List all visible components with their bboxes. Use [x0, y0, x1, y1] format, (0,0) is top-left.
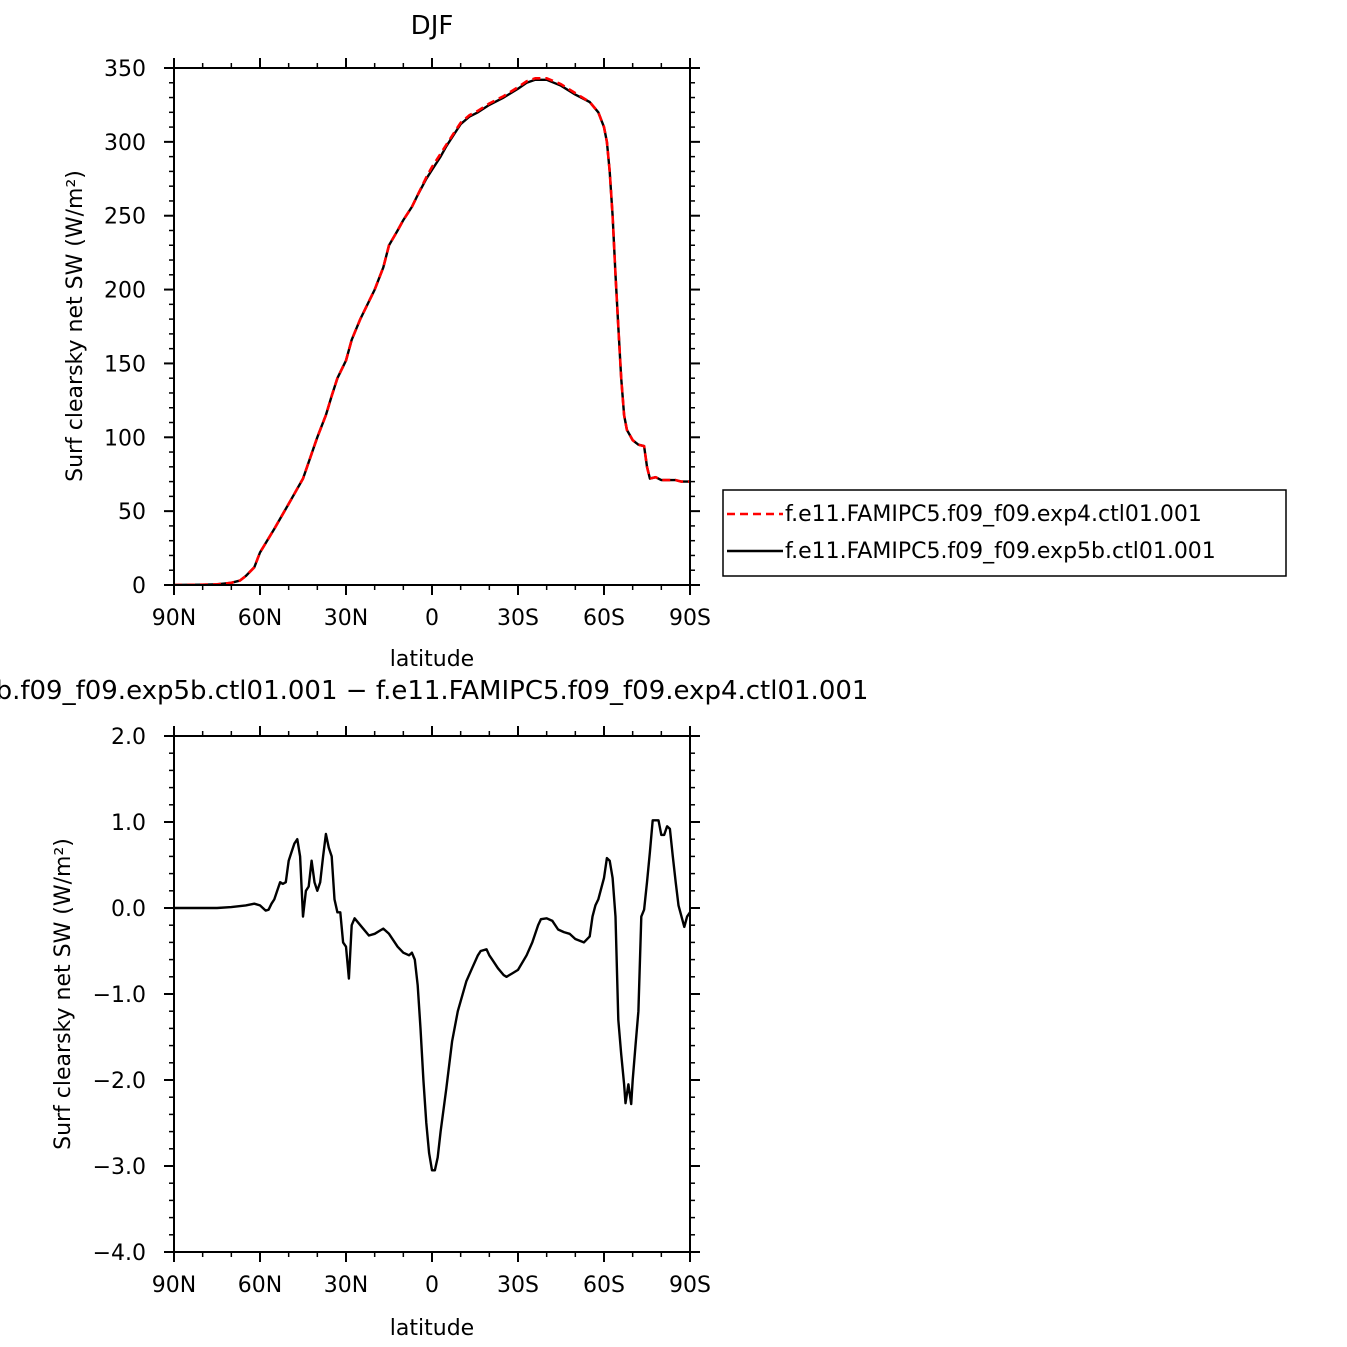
legend-box	[722, 489, 1287, 577]
top-ytick-label: 100	[104, 426, 146, 451]
bottom-series-lines	[174, 819, 690, 1172]
top-legend: f.e11.FAMIPC5.f09_f09.exp4.ctl01.001 f.e…	[722, 489, 1287, 577]
bottom-ytick-label: 1.0	[111, 811, 146, 836]
top-series-line-0	[174, 77, 690, 585]
top-xtick-label: 0	[425, 606, 439, 631]
bottom-ytick-label: −4.0	[93, 1241, 146, 1266]
top-ytick-label: 150	[104, 352, 146, 377]
bottom-series-line-0	[174, 819, 690, 1172]
bottom-xtick-label: 60S	[583, 1273, 625, 1298]
top-ytick-label: 200	[104, 279, 146, 304]
bottom-ytick-label: 2.0	[111, 725, 146, 750]
top-xlabel: latitude	[390, 647, 474, 672]
bottom-ytick-label: −1.0	[93, 983, 146, 1008]
legend-label-exp4: f.e11.FAMIPC5.f09_f09.exp4.ctl01.001	[785, 502, 1202, 527]
bottom-ytick-label: 0.0	[111, 897, 146, 922]
bottom-panel: b.f09_f09.exp5b.ctl01.001 − f.e11.FAMIPC…	[0, 676, 868, 1341]
top-xtick-label: 90N	[152, 606, 196, 631]
bottom-xtick-label: 30N	[324, 1273, 368, 1298]
top-ytick-label: 0	[132, 574, 146, 599]
top-ytick-label: 350	[104, 57, 146, 82]
top-xtick-label: 60N	[238, 606, 282, 631]
top-xtick-label: 60S	[583, 606, 625, 631]
bottom-xlabel: latitude	[390, 1316, 474, 1341]
bottom-ytick-label: −3.0	[93, 1155, 146, 1180]
bottom-ytick-label: −2.0	[93, 1069, 146, 1094]
top-title: DJF	[411, 11, 454, 41]
bottom-xtick-label: 0	[425, 1273, 439, 1298]
top-ytick-label: 50	[118, 500, 146, 525]
bottom-plot-frame	[173, 735, 691, 1253]
top-panel: DJF 90N 60N 30N 0 30S 60S 90S 0 50 100 150 200 250 30…	[63, 11, 1287, 672]
bottom-xtick-label: 30S	[497, 1273, 539, 1298]
bottom-xtick-label: 60N	[238, 1273, 282, 1298]
top-series-line-1	[174, 78, 690, 585]
top-plot-frame	[173, 67, 691, 586]
top-ylabel: Surf clearsky net SW (W/m²)	[63, 170, 88, 482]
top-ticks: 90N 60N 30N 0 30S 60S 90S 0 50 100 150 200 250 300 350	[104, 57, 711, 631]
top-xtick-label: 90S	[669, 606, 711, 631]
bottom-ylabel: Surf clearsky net SW (W/m²)	[51, 838, 76, 1150]
top-xtick-label: 30S	[497, 606, 539, 631]
bottom-xtick-label: 90N	[152, 1273, 196, 1298]
top-xtick-label: 30N	[324, 606, 368, 631]
bottom-xtick-label: 90S	[669, 1273, 711, 1298]
legend-label-exp5b: f.e11.FAMIPC5.f09_f09.exp5b.ctl01.001	[785, 539, 1216, 564]
top-ytick-label: 250	[104, 205, 146, 230]
bottom-title: b.f09_f09.exp5b.ctl01.001 − f.e11.FAMIPC…	[0, 676, 868, 706]
bottom-ticks: 90N 60N 30N 0 30S 60S 90S 2.0 1.0 0.0 −1.0 −2.0 −3.0…	[93, 725, 711, 1298]
top-series-lines	[174, 77, 690, 585]
top-ytick-label: 300	[104, 131, 146, 156]
